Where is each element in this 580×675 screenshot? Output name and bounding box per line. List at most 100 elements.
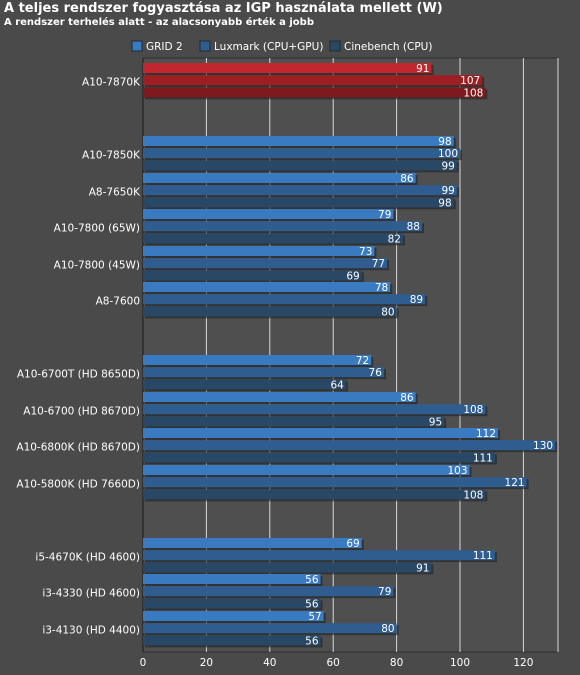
bar	[143, 136, 454, 146]
bar	[143, 598, 321, 609]
bar	[143, 379, 346, 390]
bar	[143, 160, 457, 171]
bar	[143, 75, 483, 86]
category-label: A8-7650K	[89, 186, 141, 198]
bar	[143, 63, 432, 73]
category-label: A10-5800K (HD 7660D)	[16, 478, 140, 490]
x-tick-label: 120	[513, 657, 533, 669]
data-label: 98	[438, 136, 451, 148]
data-label: 108	[463, 87, 483, 99]
bar	[143, 367, 384, 378]
data-label: 98	[438, 197, 451, 209]
category-label: i5-4670K (HD 4600)	[35, 551, 140, 563]
x-tick-label: 100	[450, 657, 470, 669]
bar	[143, 294, 426, 305]
bar	[143, 246, 375, 256]
data-label: 69	[346, 538, 359, 550]
data-label: 91	[416, 63, 429, 75]
category-label: A10-6700 (HD 8670D)	[23, 405, 140, 417]
bar	[143, 355, 372, 365]
data-label: 111	[473, 550, 493, 562]
legend-swatch	[199, 40, 211, 52]
data-label: 91	[416, 562, 429, 574]
data-label: 79	[378, 209, 391, 221]
bar	[143, 221, 422, 232]
bar	[143, 258, 388, 269]
bar	[143, 477, 527, 488]
category-label: A10-7800 (65W)	[54, 222, 140, 234]
data-label: 130	[533, 440, 553, 452]
x-tick-label: 60	[327, 657, 340, 669]
data-label: 56	[305, 635, 319, 647]
legend-label: Cinebench (CPU)	[344, 41, 432, 53]
data-label: 77	[372, 258, 385, 270]
data-label: 80	[381, 623, 394, 635]
category-label: A10-7800 (45W)	[54, 259, 140, 271]
bar	[143, 562, 432, 573]
category-label: A10-7850K	[82, 149, 141, 161]
bar	[143, 586, 394, 597]
data-label: 111	[473, 452, 493, 464]
data-label: 56	[305, 598, 319, 610]
category-label: A10-6700T (HD 8650D)	[17, 368, 140, 380]
x-tick-label: 80	[390, 657, 403, 669]
bar	[143, 538, 362, 548]
bar	[143, 574, 321, 584]
data-label: 79	[378, 586, 391, 598]
bar	[143, 209, 394, 219]
bar	[143, 428, 499, 438]
data-label: 99	[441, 185, 454, 197]
bar	[143, 635, 321, 646]
data-label: 88	[407, 221, 420, 233]
bar	[143, 87, 486, 98]
bar	[143, 404, 486, 415]
bar	[143, 270, 362, 281]
data-label: 100	[438, 148, 458, 160]
bar	[143, 282, 391, 292]
data-label: 89	[410, 294, 423, 306]
data-label: 108	[463, 404, 483, 416]
data-label: 86	[400, 392, 414, 404]
data-label: 76	[369, 367, 383, 379]
bar	[143, 148, 460, 159]
data-label: 80	[381, 306, 394, 318]
category-label: A8-7600	[96, 295, 140, 307]
bar	[143, 452, 495, 463]
bar	[143, 440, 556, 451]
bar	[143, 465, 470, 475]
x-tick-label: 0	[140, 657, 147, 669]
data-label: 78	[375, 282, 388, 294]
bar	[143, 306, 397, 317]
bar	[143, 185, 457, 196]
bar	[143, 611, 324, 621]
legend-swatch	[329, 40, 341, 52]
data-label: 72	[356, 355, 369, 367]
data-label: 112	[476, 428, 496, 440]
data-label: 56	[305, 574, 319, 586]
x-tick-label: 40	[263, 657, 276, 669]
category-label: A10-7870K	[82, 76, 141, 88]
data-label: 95	[429, 416, 442, 428]
data-label: 73	[359, 246, 372, 258]
category-label: i3-4130 (HD 4400)	[42, 624, 140, 636]
category-label: i3-4330 (HD 4600)	[42, 587, 140, 599]
bar	[143, 197, 454, 208]
chart-title: A teljes rendszer fogyasztása az IGP has…	[4, 1, 443, 16]
data-label: 107	[460, 75, 480, 87]
data-label: 86	[400, 173, 414, 185]
data-label: 108	[463, 489, 483, 501]
bar	[143, 233, 403, 244]
bar	[143, 416, 445, 427]
bar	[143, 550, 495, 561]
data-label: 82	[388, 233, 401, 245]
category-label: A10-6800K (HD 8670D)	[16, 441, 140, 453]
x-tick-label: 20	[200, 657, 213, 669]
data-label: 103	[447, 465, 467, 477]
bar	[143, 392, 416, 402]
bar	[143, 173, 416, 183]
data-label: 99	[441, 160, 454, 172]
data-label: 57	[308, 611, 321, 623]
bar	[143, 623, 397, 634]
